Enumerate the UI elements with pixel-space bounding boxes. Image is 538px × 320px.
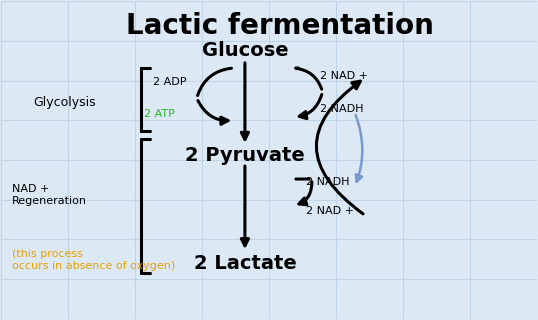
Text: Glucose: Glucose <box>202 41 288 60</box>
Text: 2 NAD +: 2 NAD + <box>307 206 355 216</box>
Text: 2 ATP: 2 ATP <box>144 109 175 119</box>
Text: 2 NADH: 2 NADH <box>320 104 363 114</box>
Text: 2 Pyruvate: 2 Pyruvate <box>185 146 305 165</box>
Text: Glycolysis: Glycolysis <box>33 96 96 109</box>
Text: NAD +
Regeneration: NAD + Regeneration <box>12 184 87 206</box>
Text: (this process
occurs in absence of oxygen): (this process occurs in absence of oxyge… <box>12 249 175 271</box>
Text: 2 NADH: 2 NADH <box>307 177 350 187</box>
Text: 2 ADP: 2 ADP <box>153 77 187 87</box>
Text: 2 Lactate: 2 Lactate <box>194 253 296 273</box>
Text: 2 NAD +: 2 NAD + <box>320 71 368 81</box>
Text: Lactic fermentation: Lactic fermentation <box>126 12 434 41</box>
